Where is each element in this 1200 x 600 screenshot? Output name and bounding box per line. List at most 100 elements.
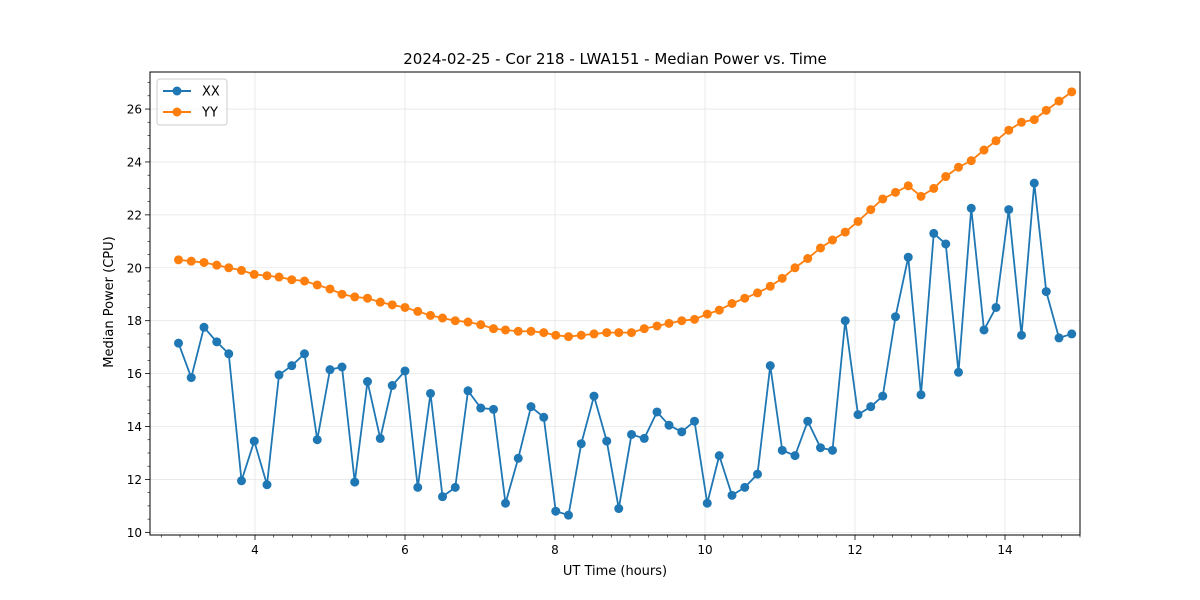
data-point-yy <box>891 187 900 197</box>
data-point-yy <box>438 313 447 323</box>
data-point-xx <box>727 490 737 500</box>
data-point-xx <box>828 445 837 455</box>
data-point-xx <box>174 338 183 348</box>
data-point-xx <box>966 203 976 213</box>
x-tick-label: 10 <box>697 543 712 557</box>
y-tick-label: 14 <box>127 420 142 434</box>
data-point-xx <box>526 402 536 412</box>
data-point-yy <box>325 284 335 294</box>
data-point-yy <box>589 329 599 339</box>
y-tick-label: 26 <box>127 103 142 117</box>
data-point-xx <box>1004 205 1014 215</box>
data-point-yy <box>690 314 699 324</box>
data-point-xx <box>551 506 561 516</box>
data-point-yy <box>426 310 435 320</box>
data-point-xx <box>777 445 787 455</box>
data-point-yy <box>237 265 246 275</box>
data-point-yy <box>1067 87 1077 97</box>
data-point-xx <box>325 365 335 375</box>
data-point-xx <box>539 412 549 422</box>
data-point-xx <box>991 302 1001 312</box>
legend-marker-xx <box>172 86 182 96</box>
data-point-yy <box>564 332 573 342</box>
data-point-xx <box>363 377 372 387</box>
data-point-yy <box>627 328 636 338</box>
x-tick-label: 8 <box>551 543 559 557</box>
data-point-yy <box>1004 125 1014 135</box>
data-point-xx <box>186 373 196 383</box>
data-point-yy <box>954 162 963 172</box>
data-point-xx <box>853 410 863 420</box>
x-tick-label: 12 <box>847 543 862 557</box>
data-point-yy <box>249 269 259 279</box>
data-point-xx <box>501 498 510 508</box>
data-point-xx <box>589 391 599 401</box>
data-point-yy <box>489 324 498 334</box>
data-point-xx <box>375 433 385 443</box>
data-point-xx <box>312 435 322 445</box>
data-point-yy <box>1029 115 1039 125</box>
data-point-yy <box>501 325 510 335</box>
data-point-xx <box>765 361 775 371</box>
series-line-xx <box>177 182 1073 517</box>
data-series <box>174 87 1077 520</box>
data-point-yy <box>929 183 939 193</box>
data-point-xx <box>891 312 900 322</box>
data-point-xx <box>262 480 272 490</box>
y-tick-label: 24 <box>127 155 142 169</box>
data-point-xx <box>690 416 699 426</box>
data-point-xx <box>249 436 259 446</box>
data-point-xx <box>639 433 649 443</box>
data-point-yy <box>714 305 724 315</box>
data-point-xx <box>212 337 222 347</box>
y-tick-label: 18 <box>127 314 142 328</box>
data-point-yy <box>413 306 423 316</box>
data-point-xx <box>903 252 913 262</box>
legend-label-xx: XX <box>202 85 220 100</box>
data-point-xx <box>476 403 486 413</box>
data-point-xx <box>413 482 423 492</box>
axes-frame <box>149 71 1081 536</box>
data-point-xx <box>489 404 498 414</box>
y-axis-label: Median Power (CPU) <box>102 236 117 367</box>
data-point-yy <box>300 276 309 286</box>
data-point-yy <box>186 256 196 266</box>
data-point-xx <box>387 381 397 391</box>
data-point-yy <box>979 145 989 155</box>
y-tick-label: 16 <box>127 367 142 381</box>
data-point-yy <box>664 318 674 328</box>
data-point-yy <box>274 272 284 282</box>
data-point-xx <box>337 362 347 372</box>
x-axis-label: UT Time (hours) <box>563 564 667 579</box>
data-point-xx <box>199 322 209 332</box>
y-tick-label: 10 <box>127 526 142 540</box>
data-point-xx <box>513 453 523 463</box>
data-point-yy <box>903 181 913 191</box>
data-point-xx <box>979 325 989 335</box>
data-point-xx <box>753 469 762 479</box>
y-tick-label: 12 <box>127 473 142 487</box>
data-point-yy <box>878 194 888 204</box>
data-point-yy <box>375 297 385 307</box>
data-point-xx <box>274 370 284 380</box>
data-point-yy <box>262 271 272 281</box>
data-point-yy <box>777 273 787 283</box>
data-point-yy <box>337 289 347 299</box>
grid-lines <box>150 72 1080 535</box>
axis-ticks: 4 6 8 10 12 14 10 12 14 16 18 20 22 24 26 <box>127 82 1081 557</box>
data-point-xx <box>702 498 712 508</box>
data-point-xx <box>576 439 586 449</box>
data-point-xx <box>816 443 825 453</box>
data-point-yy <box>526 326 536 336</box>
data-point-xx <box>463 386 473 396</box>
data-point-yy <box>702 309 712 319</box>
data-point-xx <box>740 482 750 492</box>
data-point-xx <box>400 366 410 376</box>
x-tick-label: 6 <box>401 543 409 557</box>
data-point-yy <box>840 227 850 237</box>
data-point-yy <box>450 316 460 326</box>
data-point-yy <box>941 172 951 182</box>
data-point-xx <box>1041 287 1051 297</box>
data-point-yy <box>740 293 750 303</box>
